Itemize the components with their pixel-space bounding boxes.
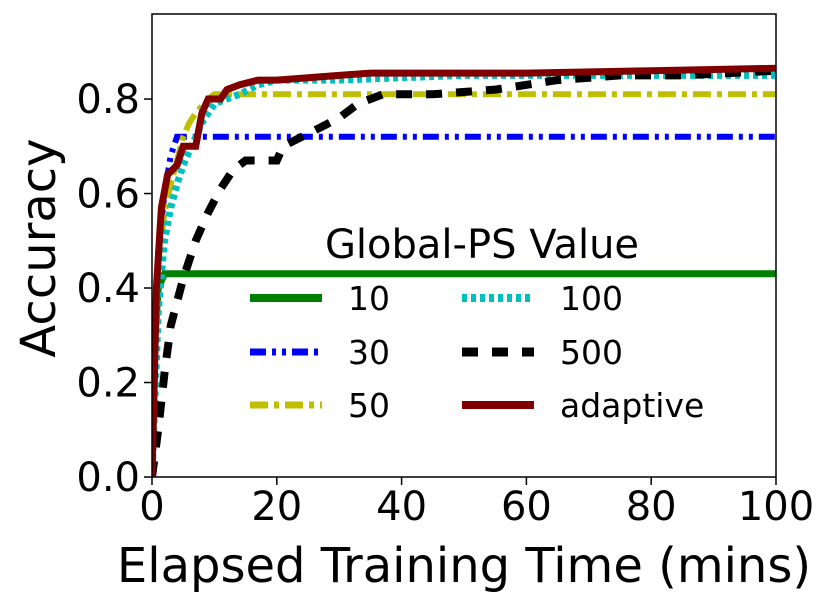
- ticks-layer: 0 20 40 60 80 100 0.0 0.2 0.4 0.6 0.8: [76, 77, 814, 530]
- y-tick-label: 0.6: [76, 172, 140, 218]
- x-tick-label: 20: [251, 484, 302, 530]
- legend-entries: 10 30 50 100 500 adaptive: [250, 279, 704, 425]
- legend-title: Global-PS Value: [325, 222, 639, 268]
- series-layer: [152, 64, 776, 477]
- legend-label-50: 50: [348, 386, 390, 425]
- legend: Global-PS Value 10 30 50 100 500 adaptive: [250, 222, 704, 425]
- x-axis-label: Elapsed Training Time (mins): [117, 538, 811, 594]
- legend-label-10: 10: [348, 279, 390, 318]
- y-tick-label: 0.2: [76, 361, 140, 407]
- x-tick-label: 100: [738, 484, 814, 530]
- x-tick-label: 0: [139, 484, 164, 530]
- x-tick-label: 80: [626, 484, 677, 530]
- legend-label-500: 500: [560, 333, 623, 372]
- x-tick-label: 40: [376, 484, 427, 530]
- y-axis-label: Accuracy: [11, 138, 67, 357]
- series-line-500: [152, 66, 776, 477]
- legend-label-100: 100: [560, 279, 623, 318]
- y-tick-label: 0.8: [76, 77, 140, 123]
- y-tick-label: 0.0: [76, 455, 140, 501]
- plot-frame: [151, 13, 777, 478]
- x-tick-label: 60: [501, 484, 552, 530]
- y-tick-label: 0.4: [76, 266, 140, 312]
- legend-label-adaptive: adaptive: [560, 386, 704, 425]
- series-line-adaptive: [152, 64, 776, 477]
- legend-label-30: 30: [348, 333, 390, 372]
